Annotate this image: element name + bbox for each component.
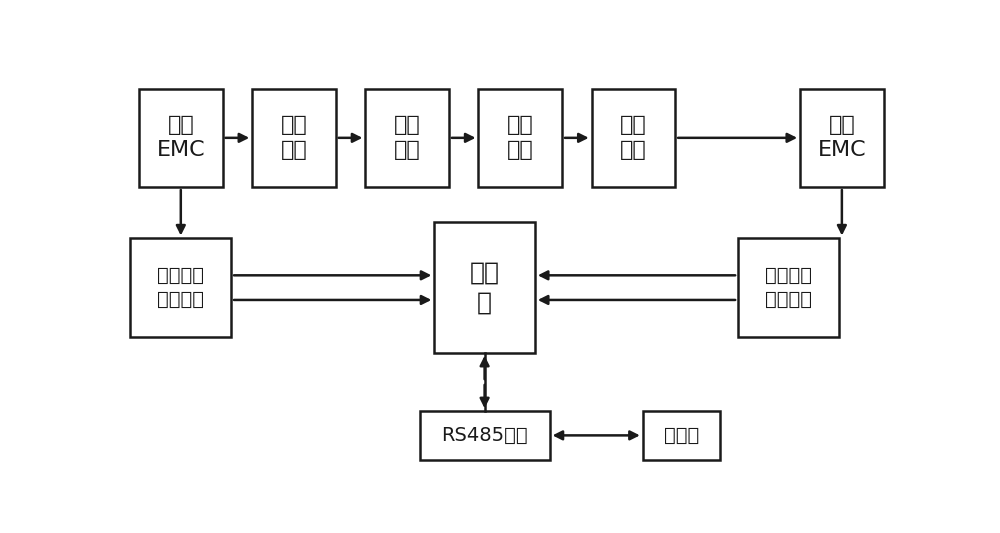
Bar (365, 88, 449, 187)
Bar (478, 88, 562, 187)
Text: 整流
模块: 整流 模块 (281, 116, 307, 160)
Text: 输出
EMC: 输出 EMC (818, 116, 866, 160)
Bar (420, 411, 550, 460)
Bar (252, 88, 336, 187)
Bar (130, 238, 231, 337)
Bar (800, 88, 884, 187)
Bar (139, 88, 223, 187)
Text: 输入电压
检测模块: 输入电压 检测模块 (157, 266, 204, 309)
Bar (738, 238, 839, 337)
Bar (592, 88, 675, 187)
Bar (643, 411, 720, 460)
Text: 输入
EMC: 输入 EMC (156, 116, 205, 160)
Text: 滤波
模块: 滤波 模块 (394, 116, 420, 160)
Text: 输出电压
检测模块: 输出电压 检测模块 (765, 266, 812, 309)
Text: 逆变
模块: 逆变 模块 (507, 116, 534, 160)
Text: 上位机: 上位机 (664, 426, 699, 445)
Text: RS485接口: RS485接口 (441, 426, 528, 445)
Text: 单片
机: 单片 机 (470, 261, 500, 314)
Bar (434, 222, 535, 353)
Text: 变频
模块: 变频 模块 (620, 116, 647, 160)
